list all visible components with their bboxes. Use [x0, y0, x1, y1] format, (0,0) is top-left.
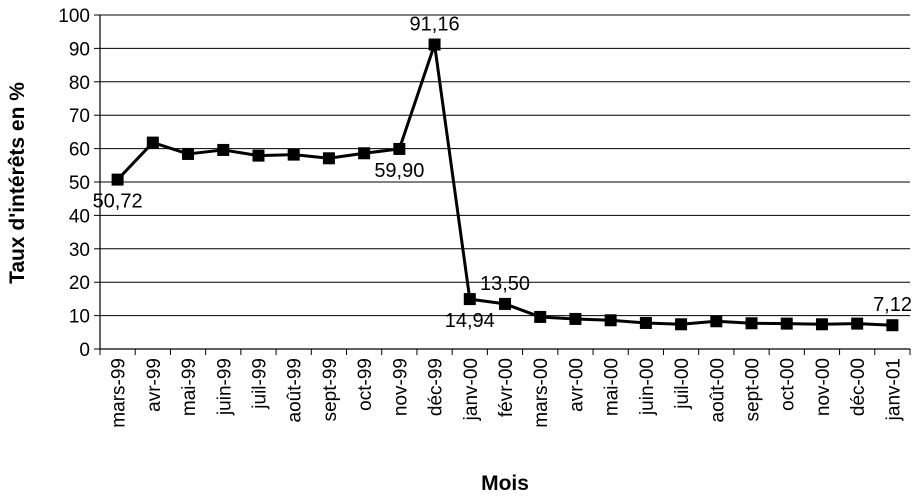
- x-tick-label: mars-00: [531, 358, 552, 428]
- data-point-marker: [322, 152, 335, 165]
- data-point-marker: [745, 317, 758, 330]
- data-point-marker: [675, 318, 688, 331]
- x-tick-label: juin-99: [214, 358, 235, 416]
- data-point-marker: [639, 316, 652, 329]
- data-point-marker: [534, 310, 547, 323]
- data-point-marker: [111, 173, 124, 186]
- x-tick-label: sept-00: [743, 358, 764, 421]
- y-tick-label: 10: [69, 307, 90, 328]
- x-tick-label: juin-00: [637, 358, 658, 416]
- y-axis: 0 10 20 30 40 50 60 70 80 90 100: [58, 6, 101, 361]
- x-tick-label: août-99: [285, 358, 306, 422]
- x-tick-label: nov-99: [390, 358, 411, 416]
- y-tick-label: 100: [58, 6, 90, 27]
- y-tick-label: 80: [69, 73, 90, 94]
- y-tick-label: 70: [69, 106, 90, 127]
- data-point-marker: [851, 317, 864, 330]
- y-axis-title: Taux d'intérêts en %: [6, 82, 29, 284]
- data-label: 91,16: [410, 14, 460, 36]
- data-label: 59,90: [374, 160, 424, 182]
- y-tick-label: 60: [69, 140, 90, 161]
- data-label: 14,94: [445, 310, 495, 332]
- data-labels: 50,72 59,90 91,16 14,94 13,50 7,12: [93, 14, 912, 333]
- x-tick-label: mai-99: [179, 358, 200, 416]
- data-point-marker: [780, 317, 793, 330]
- y-tick-label: 90: [69, 39, 90, 60]
- data-point-marker: [287, 148, 300, 161]
- x-tick-label: déc-00: [848, 358, 869, 416]
- y-tick-label: 50: [69, 173, 90, 194]
- x-tick-label: mai-00: [602, 358, 623, 416]
- data-point-marker: [217, 143, 230, 156]
- x-tick-label: avr-00: [566, 358, 587, 412]
- x-tick-label: juil-00: [672, 358, 693, 410]
- x-tick-label: avr-99: [144, 358, 165, 412]
- series-line: [111, 38, 899, 332]
- x-axis-title: Mois: [481, 472, 529, 495]
- y-tick-label: 20: [69, 273, 90, 294]
- x-tick-label: déc-99: [426, 358, 447, 416]
- data-point-marker: [569, 312, 582, 325]
- data-point-marker: [182, 147, 195, 160]
- data-point-marker: [604, 314, 617, 327]
- data-point-marker: [393, 142, 406, 155]
- y-tick-label: 30: [69, 240, 90, 261]
- data-point-marker: [710, 315, 723, 328]
- x-tick-label: mars-99: [109, 358, 130, 428]
- x-tick-label: oct-99: [355, 358, 376, 411]
- data-point-marker: [815, 318, 828, 331]
- gridlines: [100, 14, 910, 317]
- x-tick-label: sept-99: [320, 358, 341, 421]
- y-tick-label: 40: [69, 206, 90, 227]
- data-point-marker: [463, 293, 476, 306]
- x-tick-label: oct-00: [778, 358, 799, 411]
- x-tick-label: janv-01: [883, 358, 904, 421]
- data-label: 50,72: [93, 191, 143, 213]
- x-tick-label: août-00: [707, 358, 728, 422]
- x-tick-label: juil-99: [249, 358, 270, 410]
- data-point-marker: [499, 297, 511, 310]
- data-label: 13,50: [480, 273, 530, 295]
- x-tick-label: janv-00: [461, 358, 482, 421]
- data-point-marker: [428, 38, 441, 51]
- x-axis: mars-99 avr-99 mai-99 juin-99 juil-99 août-99…: [99, 348, 911, 428]
- data-point-marker: [886, 319, 899, 332]
- y-tick-label: 0: [79, 340, 90, 361]
- x-tick-label: nov-00: [813, 358, 834, 416]
- x-tick-label: févr-00: [496, 358, 517, 417]
- data-point-marker: [146, 136, 159, 149]
- data-point-marker: [252, 149, 265, 162]
- data-point-marker: [358, 147, 371, 160]
- data-label: 7,12: [873, 294, 912, 316]
